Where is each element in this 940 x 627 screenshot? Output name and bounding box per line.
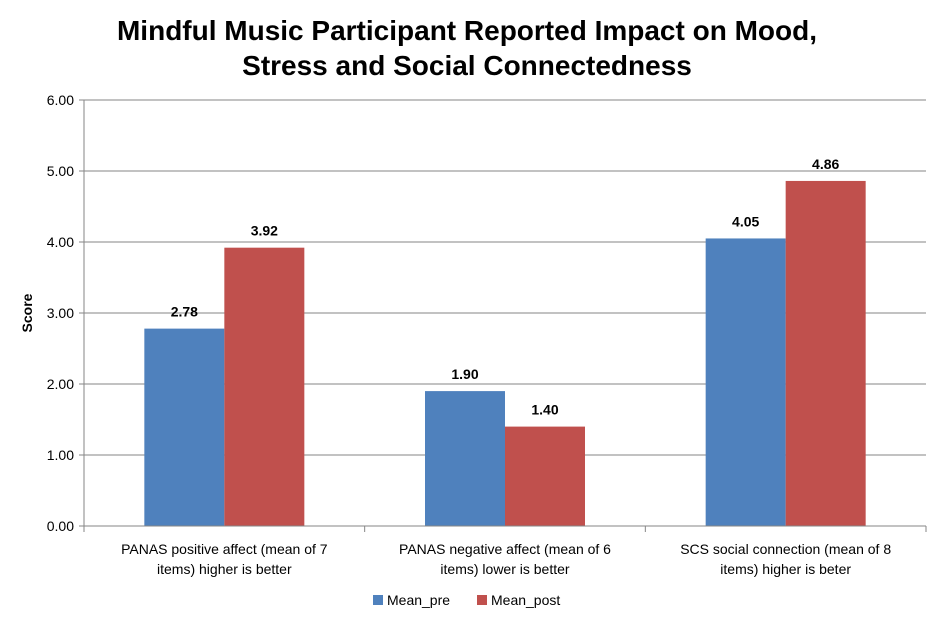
category-label: PANAS positive affect (mean of 7 [121,541,328,557]
data-label: 1.90 [451,366,478,382]
bar-mean-pre [705,238,786,526]
bar-mean-post [505,426,585,526]
y-axis-label: Score [19,293,35,332]
category-labels: PANAS positive affect (mean of 7 items) h… [121,541,891,577]
bars [144,180,866,526]
legend-label: Mean_post [491,592,560,608]
category-label: items) higher is better [157,561,292,577]
bar-mean-pre [144,328,225,526]
data-labels: 2.78 3.92 1.90 1.40 4.05 4.86 [171,156,840,418]
category-label: items) higher is beter [720,561,851,577]
legend-swatch-mean-post [477,595,487,605]
y-tick-label: 2.00 [47,376,74,392]
data-label: 2.78 [171,304,198,320]
chart-title-line-2: Stress and Social Connectedness [242,50,692,81]
legend-label: Mean_pre [387,592,450,608]
bar-mean-post [785,180,866,526]
chart-title-line-1: Mindful Music Participant Reported Impac… [117,15,817,46]
category-label: SCS social connection (mean of 8 [680,541,891,557]
legend: Mean_pre Mean_post [373,592,560,608]
data-label: 1.40 [531,402,558,418]
y-tick-label: 5.00 [47,163,74,179]
category-label: PANAS negative affect (mean of 6 [399,541,611,557]
data-label: 4.86 [812,156,839,172]
y-tick-label: 6.00 [47,92,74,108]
y-tick-label: 0.00 [47,518,74,534]
axes [83,100,927,532]
bar-mean-pre [425,391,505,526]
legend-swatch-mean-pre [373,595,383,605]
bar-mean-post [224,247,305,526]
category-label: items) lower is better [440,561,569,577]
y-tick-label: 4.00 [47,234,74,250]
data-label: 3.92 [251,223,278,239]
y-tick-label: 1.00 [47,447,74,463]
y-axis-ticks: 0.00 1.00 2.00 3.00 4.00 5.00 6.00 [47,92,84,534]
y-tick-label: 3.00 [47,305,74,321]
data-label: 4.05 [732,213,759,229]
chart-title: Mindful Music Participant Reported Impac… [117,15,817,81]
